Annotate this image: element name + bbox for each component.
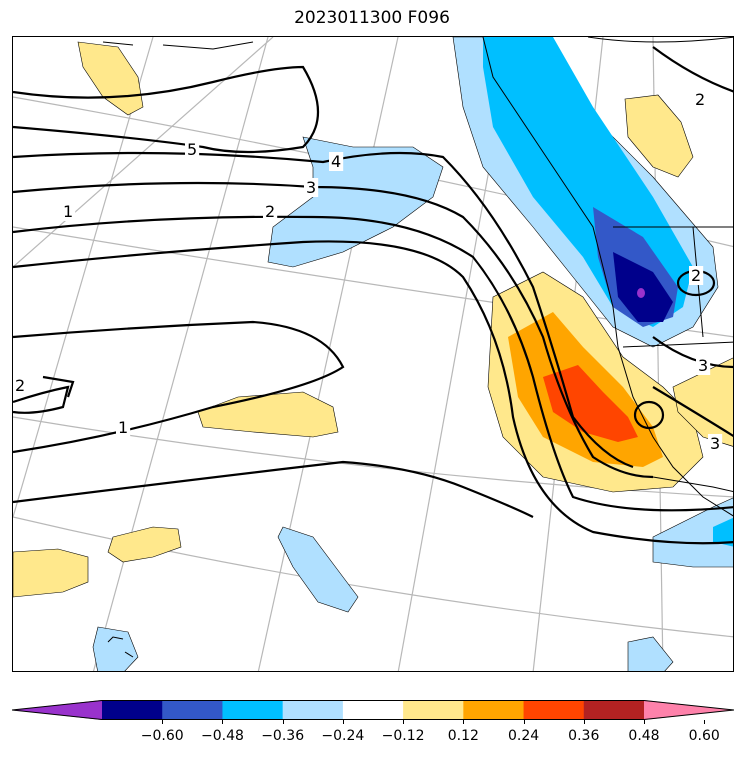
colorbar-tick-label: −0.48 [200,728,244,744]
colorbar-ticks: −0.60 −0.48 −0.36 −0.24 −0.12 0.12 0.24 0.36 0.4… [12,720,734,754]
negative-anomaly-fills [92,37,733,671]
colorbar-tick-label: 0.24 [507,728,540,744]
contour-label-background [13,376,28,395]
map-canvas: 5 4 3 2 1 2 1 2 2 3 3 [13,37,733,671]
contour-label: 2 [15,376,25,395]
contour-label-background [263,202,278,221]
contour-label-background [708,434,723,453]
colorbar-tick-label: −0.36 [261,728,305,744]
colorbar-tick-label: 0.36 [568,728,600,744]
pos-012-region-southwest-a [107,526,182,563]
contour-label: 1 [118,418,128,437]
colorbar-tick-label: −0.24 [321,728,365,744]
pos-036-region [543,365,638,442]
colorbar-tick-label: 0.48 [628,728,660,744]
contour-label-background [61,202,76,221]
neg-024-region-southeast [713,517,733,547]
colorbar-tick-mark [403,720,405,724]
neg-012-region-hawaii [92,626,139,671]
neg-012-region-bottom [627,636,674,671]
colorbar-tick-mark [162,720,164,724]
graticule [13,37,733,671]
colorbar-extend-low [12,700,102,720]
coastlines [102,37,733,658]
colorbar-segment [583,700,645,720]
colorbar-segment [282,700,344,720]
contour-label-background [689,266,704,285]
colorbar-tick-label: −0.60 [140,728,184,744]
colorbar-tick-mark [704,720,706,724]
contour-label: 3 [698,356,708,375]
map-title: 2023011300 F096 [294,8,450,28]
neg-012-region-southeast [652,497,733,568]
contour-lines [13,46,733,545]
contour-label: 2 [265,202,275,221]
colorbar [12,700,734,720]
colorbar-tick-mark [644,720,645,724]
colorbar-tick-mark [583,720,585,724]
map-panel: 5 4 3 2 1 2 1 2 2 3 3 [12,36,734,672]
colorbar-extend-high [644,700,734,720]
colorbar-tick-label: 0.60 [688,728,720,744]
contour-label: 1 [63,202,73,221]
contour-label-background [696,356,711,375]
neg-060-spot [637,288,645,298]
colorbar-tick-label: 0.12 [447,728,479,744]
colorbar-segment [222,700,284,720]
colorbar-tick-mark [342,720,344,724]
colorbar-tick-label: −0.12 [381,728,425,744]
contour-label-background [329,152,344,171]
contour-label: 4 [331,152,341,171]
contour-labels: 5 4 3 2 1 2 1 2 2 3 3 [13,90,723,453]
colorbar-tick-mark [222,720,224,724]
colorbar-segment [342,700,404,720]
contour-label-background [185,140,200,159]
contour-label: 3 [710,434,720,453]
contour-label: 5 [187,140,197,159]
colorbar-segment [403,700,464,720]
colorbar-segment [102,700,163,720]
contour-label: 2 [695,90,705,109]
colorbar-tick-mark [282,720,284,724]
pos-012-region-mid-west [197,391,339,438]
colorbar-segment [523,700,585,720]
colorbar-segment [162,700,223,720]
contour-label-background [304,178,319,197]
pos-012-region-northwest [77,41,144,116]
contour-label-background [693,90,708,109]
pos-012-region-southwest-b [13,548,89,598]
colorbar-outline [12,700,734,720]
neg-012-region-south [277,526,359,613]
pos-012-region-northeast [624,94,694,178]
contour-label: 3 [306,178,316,197]
colorbar-segment [463,700,525,720]
neg-048-region [613,252,673,322]
contour-label-background [116,418,131,437]
colorbar-tick-mark [463,720,465,724]
contour-label: 2 [691,266,701,285]
colorbar-tick-mark [523,720,525,724]
